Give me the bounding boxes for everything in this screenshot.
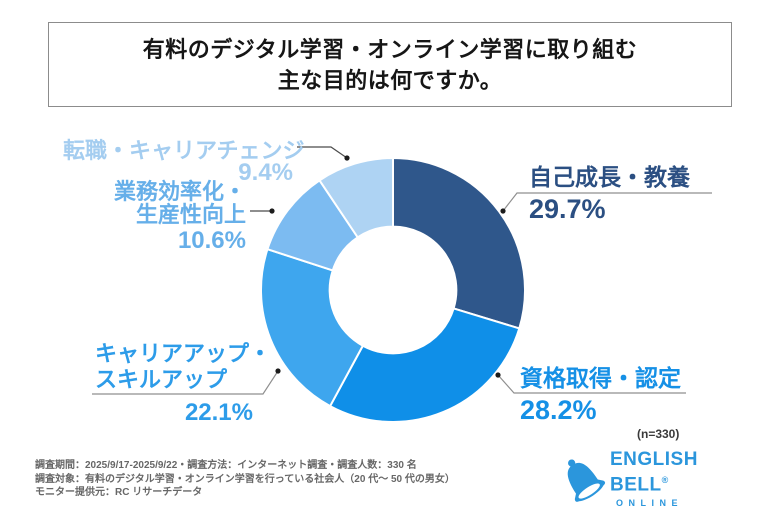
leader-jobchange	[297, 146, 348, 159]
value-jobchange: 9.4%	[238, 159, 293, 186]
leader-career	[92, 370, 279, 395]
value-cert: 28.2%	[520, 395, 597, 425]
label-self-growth: 自己成長・教養	[529, 164, 690, 190]
leader-lines	[92, 146, 712, 395]
survey-notes: 調査期間：2025/9/17-2025/9/22・調査方法：インターネット調査・…	[35, 459, 455, 500]
question-title-line1: 有料のデジタル学習・オンライン学習に取り組む	[142, 36, 638, 62]
logo-name: ENGLISH BELL	[610, 449, 698, 496]
label-cert: 資格取得・認定	[520, 365, 681, 391]
value-career: 22.1%	[184, 399, 253, 426]
donut-segment	[392, 157, 526, 330]
value-efficiency: 10.6%	[177, 227, 246, 254]
label-efficiency: 業務効率化・ 生産性向上	[113, 179, 246, 227]
label-jobchange: 転職・キャリアチェンジ	[63, 138, 305, 163]
question-title-box: 有料のデジタル学習・オンライン学習に取り組む 主な目的は何ですか。	[48, 22, 732, 107]
donut-segment	[329, 307, 521, 423]
label-career: キャリアアップ・ スキルアップ	[95, 341, 272, 392]
leader-dots	[269, 155, 506, 378]
sample-size-note: (n=330)	[637, 427, 680, 441]
leader-cert	[497, 374, 686, 394]
logo-subtitle: ONLINE	[616, 497, 684, 508]
leader-self-growth	[502, 192, 712, 212]
survey-period: 調査期間：2025/9/17-2025/9/22・調査方法：インターネット調査・…	[35, 460, 417, 471]
survey-target: 調査対象：有料のデジタル学習・オンライン学習を行っている社会人（20 代～ 50…	[35, 473, 455, 485]
question-title-line2: 主な目的は何ですか。	[277, 67, 503, 93]
survey-source: モニター提供元：RC リサーチデータ	[35, 487, 203, 498]
english-bell-logo: ENGLISH BELL® ONLINE	[556, 450, 746, 508]
logo-text: ENGLISH BELL® ONLINE	[610, 449, 746, 508]
value-self-growth: 29.7%	[529, 194, 606, 224]
donut-segment	[260, 248, 364, 408]
logo-registered-mark: ®	[661, 475, 669, 486]
donut-segment	[318, 157, 394, 239]
bell-icon	[567, 459, 606, 502]
donut-segments	[260, 157, 526, 423]
